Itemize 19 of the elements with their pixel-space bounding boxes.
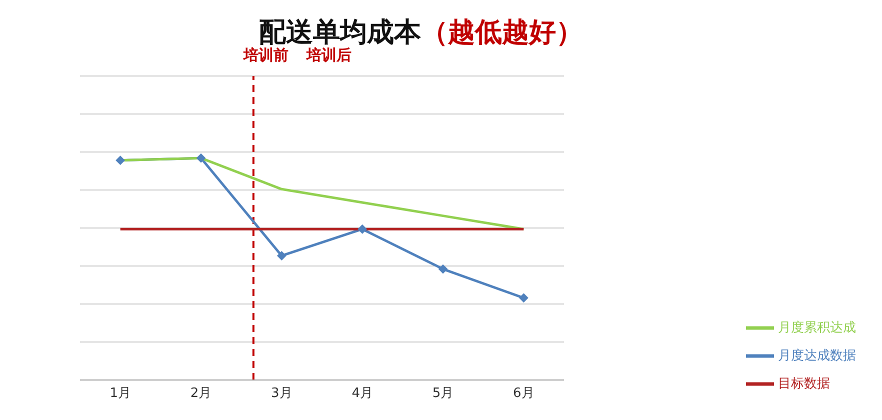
text: 培训后 [306,46,352,65]
point [438,264,448,274]
x-tick-label: 6月 [513,386,534,402]
point [116,156,125,165]
x-tick-label: 1月 [110,386,131,402]
legend-label: 月度达成数据 [778,348,856,364]
point [358,224,367,234]
chart-subtitle: （越低越好） [421,17,583,48]
x-tick-label: 4月 [352,386,373,402]
chart-title: 配送单均成本 [259,17,421,48]
x-tick-label: 5月 [432,386,454,402]
x-tick-label: 3月 [271,386,292,402]
point [196,154,206,163]
text: 培训前 [242,46,288,65]
legend-label: 目标数据 [778,376,830,392]
point [277,251,286,260]
point [519,293,528,302]
x-tick-label: 2月 [190,386,212,402]
legend-label: 月度累积达成 [778,320,856,336]
